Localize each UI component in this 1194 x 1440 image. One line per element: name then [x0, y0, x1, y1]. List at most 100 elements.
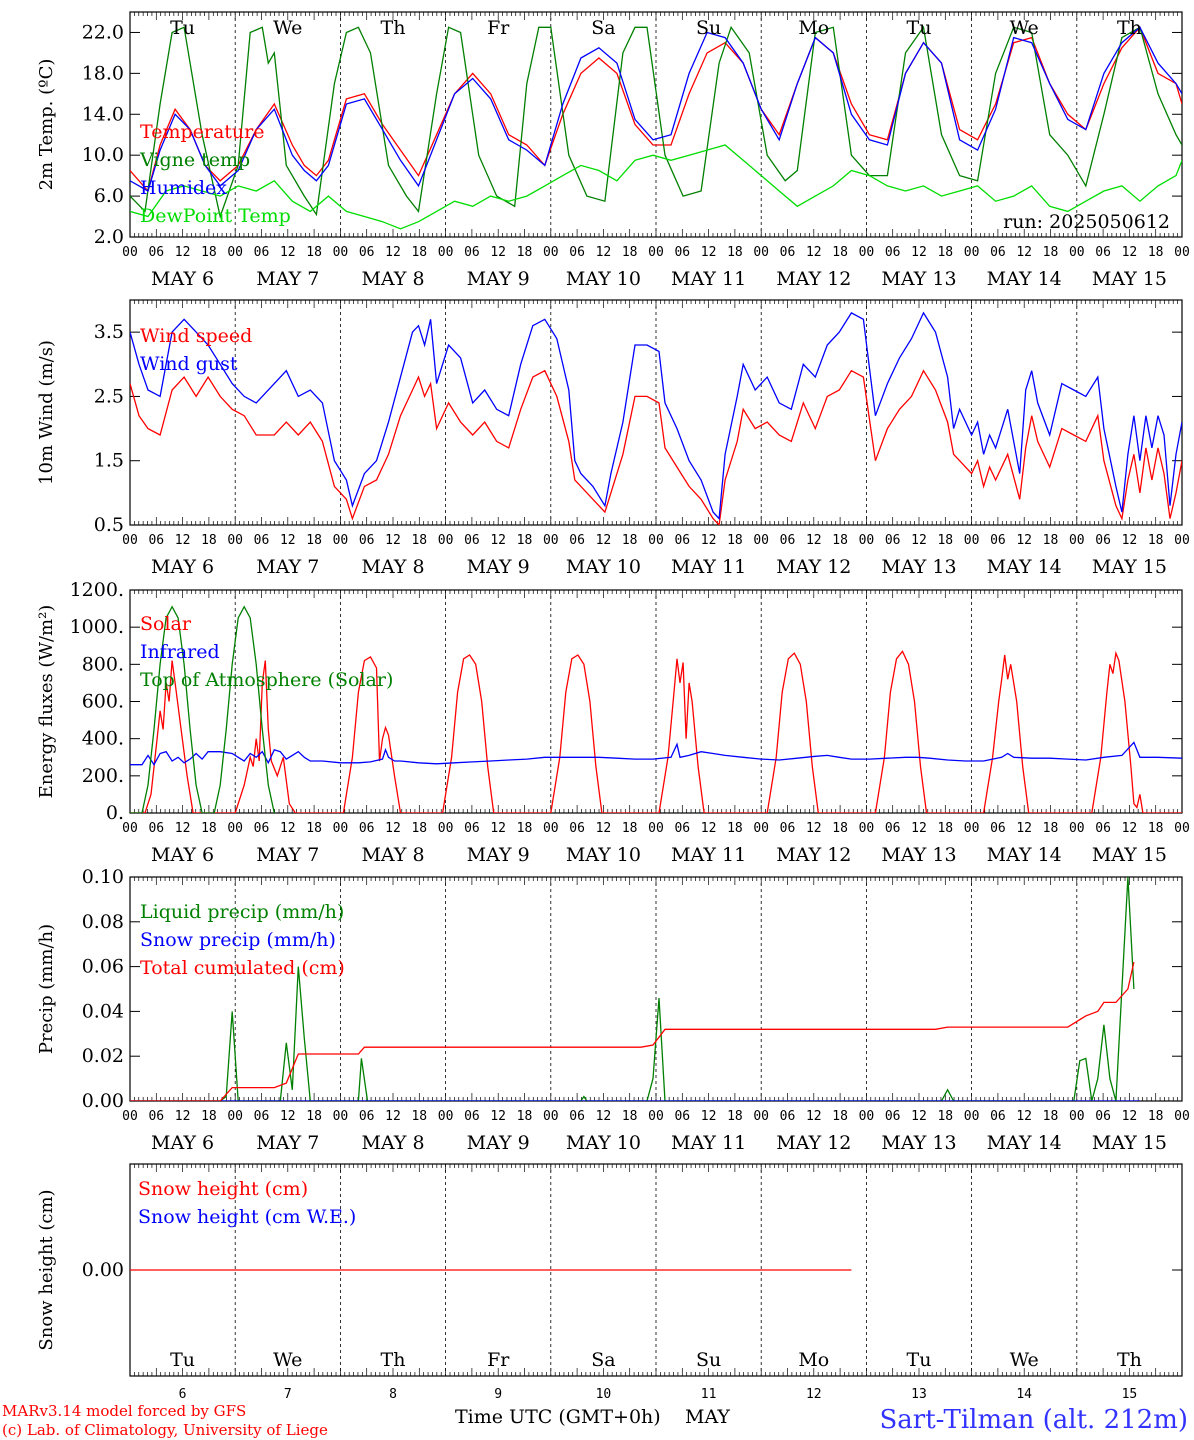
x-tick-label: 18 [622, 245, 638, 260]
x-tick-label: 00 [333, 821, 349, 836]
x-tick-label: 00 [859, 245, 875, 260]
panel-2: 0.5 1.5 2.5 3.5 10m Wind (m/s) Wind speed Wind… [36, 299, 1190, 578]
x-tick-label: 18 [1043, 821, 1059, 836]
y-tick-label: 400. [82, 728, 124, 750]
x-tick-label: 12 [385, 533, 401, 548]
date-label: MAY 14 [987, 268, 1062, 290]
series-line-temperature [130, 26, 1182, 193]
x-tick-label: 06 [674, 821, 690, 836]
date-label: MAY 10 [566, 844, 641, 866]
day-number-label: 13 [911, 1387, 927, 1402]
y-tick-label: 0.00 [82, 1259, 124, 1281]
x-tick-label: 18 [727, 1109, 743, 1124]
x-tick-label: 18 [832, 1109, 848, 1124]
x-tick-label: 18 [306, 245, 322, 260]
legend-solar: Solar [140, 613, 192, 635]
panel-5: 0.00 Snow height (cm) Snow height (cm) Snow… [36, 1163, 1183, 1402]
x-tick-label: 00 [648, 821, 664, 836]
x-tick-label: 18 [727, 245, 743, 260]
x-tick-label: 06 [1095, 533, 1111, 548]
x-tick-label: 12 [280, 245, 296, 260]
series-line-top-of-atmosphere-solar- [130, 605, 275, 813]
weekday-label: We [273, 17, 302, 39]
x-tick-label: 18 [1043, 1109, 1059, 1124]
x-tick-label: 00 [753, 533, 769, 548]
x-tick-label: 00 [1069, 245, 1085, 260]
y-tick-label: 0.02 [82, 1045, 124, 1067]
x-tick-label: 00 [859, 533, 875, 548]
x-tick-label: 18 [517, 1109, 533, 1124]
date-label: MAY 14 [987, 556, 1062, 578]
y-tick-label: 800. [82, 653, 124, 675]
series-line-wind-gust [130, 311, 1182, 521]
date-label: MAY 11 [671, 1132, 746, 1154]
y-tick-label: 2.5 [94, 385, 124, 407]
weekday-label: Su [696, 1349, 721, 1371]
date-label: MAY 14 [987, 844, 1062, 866]
x-tick-label: 18 [306, 533, 322, 548]
x-tick-label: 12 [490, 533, 506, 548]
x-tick-label: 00 [122, 1109, 138, 1124]
x-tick-label: 00 [227, 533, 243, 548]
x-tick-label: 12 [911, 533, 927, 548]
x-tick-label: 12 [806, 821, 822, 836]
x-tick-label: 12 [385, 821, 401, 836]
date-label: MAY 10 [566, 268, 641, 290]
weekday-label: Fr [487, 1349, 510, 1371]
day-number-label: 10 [596, 1387, 612, 1402]
date-label: MAY 15 [1092, 556, 1167, 578]
x-tick-label: 12 [1016, 245, 1032, 260]
series-line-vigne-temp [130, 25, 1182, 219]
legend-temperature: Temperature [140, 121, 264, 143]
date-label: MAY 11 [671, 556, 746, 578]
x-tick-label: 18 [832, 533, 848, 548]
x-tick-label: 00 [859, 821, 875, 836]
x-tick-label: 12 [596, 245, 612, 260]
weekday-label: We [1010, 1349, 1039, 1371]
weekday-label: Mo [798, 1349, 829, 1371]
panel-4: 0.00 0.02 0.04 0.06 0.08 0.10 Precip (mm/h) Liq… [36, 866, 1190, 1154]
x-tick-label: 06 [254, 1109, 270, 1124]
x-tick-label: 12 [280, 533, 296, 548]
date-label: MAY 13 [881, 556, 956, 578]
x-tick-label: 00 [543, 245, 559, 260]
x-tick-label: 06 [148, 245, 164, 260]
date-label: MAY 11 [671, 844, 746, 866]
legend-snow-precip-mm-h-: Snow precip (mm/h) [140, 929, 336, 951]
x-tick-label: 00 [1069, 533, 1085, 548]
x-tick-label: 00 [753, 1109, 769, 1124]
x-tick-label: 18 [306, 821, 322, 836]
weekday-label: Th [1117, 1349, 1142, 1371]
x-tick-label: 06 [780, 821, 796, 836]
lab-credit: (c) Lab. of Climatology, University of L… [2, 1421, 328, 1439]
legend-infrared: Infrared [140, 641, 220, 663]
x-tick-label: 06 [990, 245, 1006, 260]
y-axis-label: Precip (mm/h) [36, 924, 57, 1054]
x-tick-label: 00 [648, 533, 664, 548]
x-tick-label: 18 [622, 821, 638, 836]
y-tick-label: 0.10 [82, 866, 124, 888]
x-tick-label: 12 [1122, 821, 1138, 836]
y-tick-label: 1000. [70, 616, 124, 638]
legend-total-cumulated-cm-: Total cumulated (cm) [140, 957, 345, 979]
x-tick-label: 18 [411, 245, 427, 260]
x-tick-label: 06 [780, 245, 796, 260]
x-tick-label: 12 [911, 245, 927, 260]
legend-snow-height-cm-: Snow height (cm) [138, 1178, 308, 1200]
x-tick-label: 18 [201, 245, 217, 260]
day-number-label: 14 [1016, 1387, 1032, 1402]
date-label: MAY 11 [671, 268, 746, 290]
x-tick-label: 18 [1043, 245, 1059, 260]
legend-vigne-temp: Vigne temp [139, 149, 250, 171]
x-tick-label: 18 [832, 821, 848, 836]
x-tick-label: 12 [1122, 245, 1138, 260]
run-label: run: 2025050612 [1003, 211, 1170, 233]
x-tick-label: 18 [727, 821, 743, 836]
x-tick-label: 06 [569, 245, 585, 260]
y-tick-label: 22.0 [82, 21, 124, 43]
weekday-label: Th [381, 1349, 406, 1371]
x-tick-label: 12 [1016, 821, 1032, 836]
x-tick-label: 12 [385, 1109, 401, 1124]
x-tick-label: 06 [254, 533, 270, 548]
x-tick-label: 18 [1148, 821, 1164, 836]
